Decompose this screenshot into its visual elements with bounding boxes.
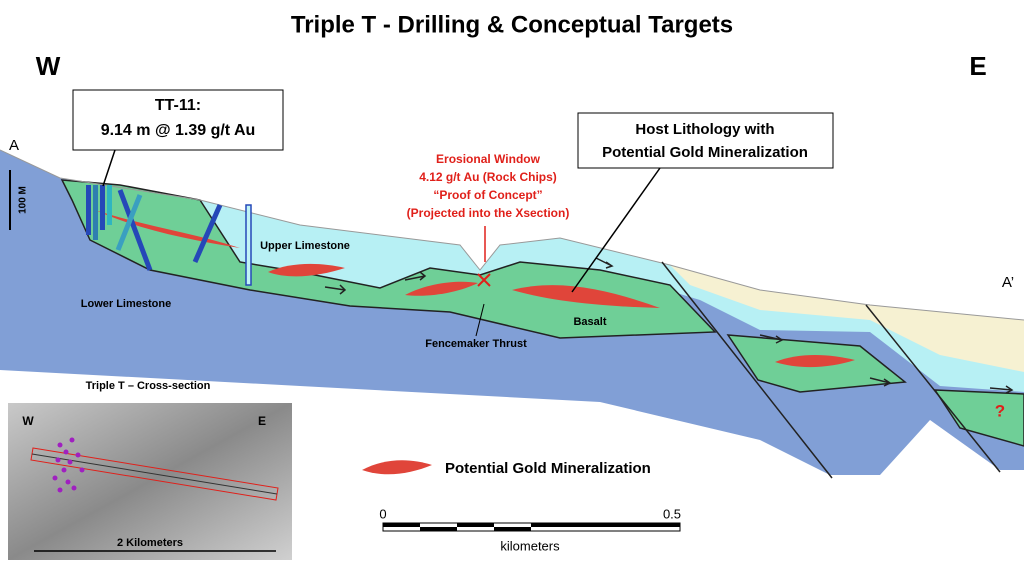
scale-label: 0: [379, 506, 386, 521]
legend-label: Potential Gold Mineralization: [445, 460, 651, 477]
cover: [670, 265, 1024, 372]
pointer: [475, 303, 485, 337]
gold-lens: [268, 263, 345, 277]
callout-text: 9.14 m @ 1.39 g/t Au: [101, 122, 256, 139]
scale-unit: kilometers: [500, 538, 560, 553]
unknown-mark: ?: [995, 401, 1005, 420]
callout-text: (Projected into the Xsection): [407, 206, 570, 220]
callout-text: Erosional Window: [436, 152, 541, 166]
section-start: A: [9, 137, 19, 154]
basalt: [933, 389, 1024, 447]
scale-label: 0.5: [663, 506, 681, 521]
scale-bar: [382, 522, 681, 532]
pointer: [102, 149, 116, 187]
inset-west: W: [22, 414, 34, 428]
inset-title: Triple T – Cross-section: [86, 380, 211, 392]
gold-lens: [775, 355, 855, 368]
inset-scale-label: 2 Kilometers: [117, 537, 183, 549]
legend-swatch: [362, 460, 432, 475]
callout-box: [72, 89, 284, 151]
unit-label: Upper Limestone: [260, 240, 350, 252]
east-label: E: [969, 51, 986, 81]
pointer: [571, 167, 661, 293]
drill-holes: [86, 185, 252, 286]
callout-text: Potential Gold Mineralization: [602, 144, 808, 161]
fault: [865, 304, 1001, 473]
unit-label: Fencemaker Thrust: [425, 338, 527, 350]
gold-lens: [405, 281, 478, 296]
unit-label: Basalt: [573, 316, 606, 328]
fault: [661, 261, 833, 479]
section-line: [30, 447, 279, 501]
callout-text: “Proof of Concept”: [433, 188, 542, 202]
west-label: W: [36, 51, 61, 81]
section-line: [31, 453, 278, 495]
callout-text: TT-11:: [155, 97, 201, 114]
upper-limestone: [200, 200, 1024, 392]
callout-text: 4.12 g/t Au (Rock Chips): [419, 170, 557, 184]
inset-map: [8, 403, 292, 560]
target-mark: [477, 273, 491, 287]
section-end: A’: [1002, 274, 1014, 291]
inset-east: E: [258, 414, 266, 428]
callout-box: [577, 112, 834, 169]
unit-label: Lower Limestone: [81, 298, 171, 310]
surface: [0, 149, 1024, 321]
gold-lens: [512, 285, 660, 308]
drill-collars: [52, 437, 85, 493]
movement-arrows: [324, 257, 1014, 394]
vertical-scale: 100 M: [18, 186, 29, 214]
title: Triple T - Drilling & Conceptual Targets: [291, 11, 733, 38]
callout-text: Host Lithology with: [635, 121, 774, 138]
